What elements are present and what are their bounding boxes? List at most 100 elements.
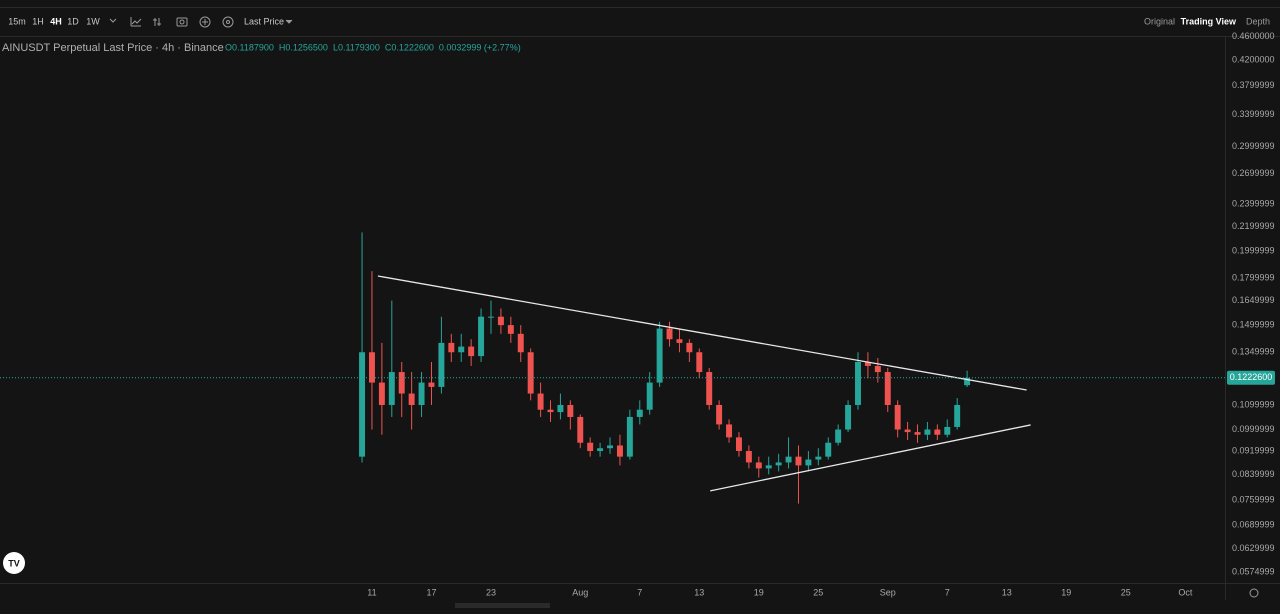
add-icon[interactable] bbox=[199, 16, 211, 28]
view-button[interactable]: Depth bbox=[1246, 16, 1270, 26]
candle-body bbox=[616, 445, 623, 457]
y-tick-label: 0.2699999 bbox=[1232, 168, 1275, 178]
candle-body bbox=[884, 372, 891, 405]
settings-dot bbox=[226, 20, 230, 24]
candle-body bbox=[795, 456, 802, 466]
x-tick-label: 17 bbox=[426, 587, 436, 597]
interval-button[interactable]: 15m bbox=[8, 16, 26, 26]
candle-body bbox=[408, 393, 415, 405]
y-tick-label: 0.2999999 bbox=[1232, 141, 1275, 151]
view-button[interactable]: Trading View bbox=[1181, 16, 1237, 26]
camera-lens bbox=[179, 19, 185, 25]
candle-body bbox=[597, 448, 604, 451]
scrollbar[interactable] bbox=[455, 603, 550, 608]
interval-button[interactable]: 1W bbox=[86, 16, 100, 26]
x-tick-label: 19 bbox=[1061, 587, 1071, 597]
y-tick-label: 0.1649999 bbox=[1232, 295, 1275, 305]
candle-body bbox=[914, 432, 921, 435]
candle-body bbox=[894, 404, 901, 430]
trendline bbox=[377, 275, 1027, 391]
x-tick-label: 23 bbox=[486, 587, 496, 597]
x-tick-label: Aug bbox=[572, 587, 588, 597]
ohlc-value: C0.1222600 bbox=[385, 42, 434, 52]
y-tick-label: 0.1999999 bbox=[1232, 245, 1275, 255]
y-tick-label: 0.1099999 bbox=[1232, 399, 1275, 409]
price-mode[interactable]: Last Price bbox=[244, 16, 284, 26]
candle-body bbox=[716, 404, 723, 425]
candle-body bbox=[864, 361, 871, 366]
candle-icon[interactable] bbox=[153, 18, 161, 26]
x-tick-label: 19 bbox=[754, 587, 764, 597]
ohlc-value: L0.1179300 bbox=[333, 42, 380, 52]
candle-body bbox=[507, 325, 514, 334]
view-button[interactable]: Original bbox=[1144, 16, 1175, 26]
last-price-label: 0.1222600 bbox=[1230, 372, 1273, 382]
y-tick-label: 0.0629999 bbox=[1232, 543, 1275, 553]
candle-body bbox=[547, 409, 554, 413]
y-tick-label: 0.1349999 bbox=[1232, 347, 1275, 357]
candle-body bbox=[825, 442, 832, 457]
candle-body bbox=[735, 437, 742, 451]
x-tick-label: 25 bbox=[1121, 587, 1131, 597]
candle-body bbox=[378, 382, 385, 405]
x-tick-label: 25 bbox=[813, 587, 823, 597]
candle-body bbox=[458, 346, 465, 353]
candle-body bbox=[656, 328, 663, 383]
change-value: 0.0032999 (+2.77%) bbox=[439, 42, 521, 52]
y-tick-label: 0.4200000 bbox=[1232, 54, 1275, 64]
candle-body bbox=[785, 456, 792, 463]
y-tick-label: 0.0759999 bbox=[1232, 495, 1275, 505]
candle-body bbox=[686, 342, 693, 353]
candle-body bbox=[398, 372, 405, 394]
candle-body bbox=[835, 429, 842, 443]
candle-body bbox=[468, 346, 475, 357]
toolbar-icons[interactable] bbox=[109, 16, 1259, 598]
y-tick-label: 0.0919999 bbox=[1232, 445, 1275, 455]
x-tick-label: 7 bbox=[637, 587, 642, 597]
x-tick-label: 13 bbox=[694, 587, 704, 597]
candle-body bbox=[765, 465, 772, 469]
settings-icon[interactable] bbox=[222, 16, 234, 28]
tv-logo: TV bbox=[3, 552, 25, 574]
candle-body bbox=[666, 328, 673, 340]
candle-body bbox=[557, 404, 564, 413]
candle-body bbox=[755, 462, 762, 469]
candle-body bbox=[815, 456, 822, 460]
candle-body bbox=[964, 377, 971, 386]
price-dropdown[interactable] bbox=[285, 19, 293, 24]
candle-body bbox=[497, 316, 504, 326]
x-tick-label: 7 bbox=[945, 587, 950, 597]
x-tick-label: Sep bbox=[880, 587, 896, 597]
x-tick-label: 13 bbox=[1002, 587, 1012, 597]
candle-body bbox=[359, 352, 366, 457]
interval-button[interactable]: 1H bbox=[32, 16, 44, 26]
axis-settings-icon[interactable] bbox=[1249, 588, 1259, 598]
candle-body bbox=[448, 342, 455, 353]
candle-body bbox=[934, 429, 941, 435]
ohlc-value: H0.1256500 bbox=[279, 42, 328, 52]
candle-body bbox=[418, 382, 425, 405]
y-tick-label: 0.4600000 bbox=[1232, 31, 1275, 41]
interval-button[interactable]: 4H bbox=[50, 16, 62, 26]
candle-body bbox=[874, 365, 881, 373]
candle-body bbox=[607, 445, 613, 449]
plot-area bbox=[359, 232, 1031, 504]
candle-body bbox=[368, 352, 375, 383]
camera-icon[interactable] bbox=[176, 17, 188, 27]
add-plus bbox=[202, 19, 208, 25]
interval-button[interactable]: 1D bbox=[67, 16, 79, 26]
candle-body bbox=[488, 316, 494, 318]
candle-body bbox=[428, 382, 435, 387]
y-tick-label: 0.0999999 bbox=[1232, 424, 1275, 434]
x-tick-label: 11 bbox=[367, 587, 376, 597]
legend-header: AINUSDT Perpetual Last Price · 4h · Bina… bbox=[2, 42, 521, 54]
candle-body bbox=[706, 372, 713, 405]
interval-dropdown[interactable] bbox=[109, 18, 117, 23]
indicator-icon[interactable] bbox=[130, 17, 142, 27]
candle-body bbox=[845, 404, 852, 430]
candle-body bbox=[745, 450, 752, 463]
candle-body bbox=[726, 424, 733, 438]
candle-body bbox=[527, 352, 534, 394]
